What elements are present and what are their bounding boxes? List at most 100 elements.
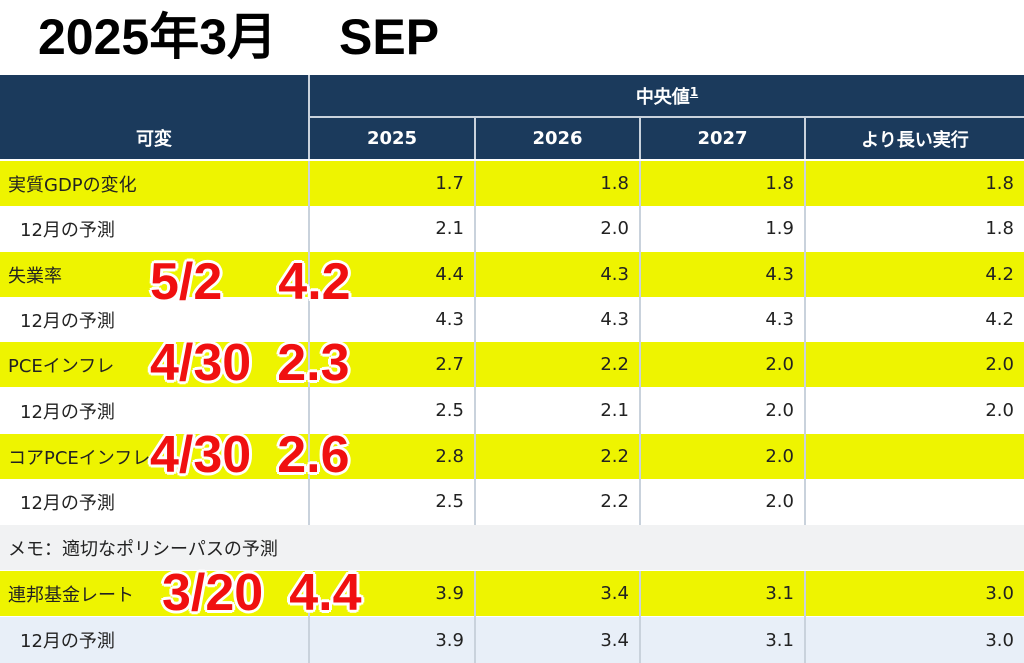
row-label: 12月の予測 — [20, 492, 115, 514]
cell-2025: 2.5 — [435, 400, 464, 421]
header-year-label: より長い実行 — [861, 129, 969, 151]
cell-2025: 2.5 — [435, 491, 464, 512]
cell-2027: 2.0 — [765, 400, 794, 421]
cell-longer-run: 4.2 — [985, 309, 1014, 330]
cell-2027: 4.3 — [765, 309, 794, 330]
table-row: 12月の予測 2.5 2.1 2.0 2.0 — [0, 388, 1024, 433]
header-median-label: 中央値 — [635, 86, 690, 108]
row-label: 連邦基金レート — [8, 584, 134, 606]
cell-2027: 2.0 — [765, 354, 794, 375]
header-vline — [804, 118, 806, 159]
column-divider — [804, 161, 806, 525]
row-label: 12月の予測 — [20, 219, 115, 241]
cell-2025: 1.7 — [435, 173, 464, 194]
table-row: 12月の予測 4.3 4.3 4.3 4.2 — [0, 297, 1024, 342]
table-row: 12月の予測 3.9 3.4 3.1 3.0 — [0, 617, 1024, 663]
column-divider — [804, 571, 806, 663]
cell-2026: 4.3 — [600, 264, 629, 285]
table-row: 実質GDPの変化 1.7 1.8 1.8 1.8 — [0, 161, 1024, 206]
annotation-value: 2.3 — [277, 334, 350, 392]
title-date: 2025年3月 — [38, 9, 278, 65]
cell-2026: 3.4 — [600, 583, 629, 604]
row-label: PCEインフレ — [8, 355, 115, 377]
column-divider — [474, 571, 476, 663]
header-variable: 可変 — [0, 75, 308, 159]
memo-row: メモ：適切なポリシーパスの予測 — [0, 525, 1024, 570]
annotation-value: 2.6 — [277, 426, 350, 484]
column-divider — [639, 161, 641, 525]
cell-2027: 1.8 — [765, 173, 794, 194]
table-row: 12月の予測 2.1 2.0 1.9 1.8 — [0, 206, 1024, 251]
header-vline — [474, 118, 476, 159]
header-vline — [639, 118, 641, 159]
annotation-date: 4/30 — [150, 426, 252, 484]
cell-longer-run: 4.2 — [985, 264, 1014, 285]
header-longer-run: より長い実行 — [806, 118, 1024, 159]
annotation-date: 3/20 — [162, 564, 264, 622]
cell-2027: 1.9 — [765, 218, 794, 239]
header-year-label: 2027 — [697, 128, 748, 149]
table-row: コアPCEインフレ 2.8 2.2 2.0 — [0, 434, 1024, 479]
header-median-footnote[interactable]: 1 — [689, 84, 699, 99]
annotation-pce: 4/30 2.3 — [150, 335, 350, 391]
cell-longer-run: 1.8 — [985, 173, 1014, 194]
column-divider — [308, 161, 310, 525]
table-row: 失業率 4.4 4.3 4.3 4.2 — [0, 252, 1024, 297]
header-year-label: 2025 — [366, 128, 418, 149]
memo-label: メモ：適切なポリシーパスの予測 — [8, 538, 278, 560]
header-median: 中央値 1 — [310, 75, 1024, 116]
column-divider — [474, 161, 476, 525]
row-label: コアPCEインフレ — [8, 447, 151, 469]
cell-2025: 3.9 — [435, 629, 464, 651]
cell-2026: 2.0 — [600, 218, 629, 239]
header-year-2025: 2025 — [310, 118, 474, 159]
cell-2025: 2.1 — [435, 218, 464, 239]
cell-longer-run — [806, 479, 1024, 524]
annotation-value: 4.4 — [289, 564, 362, 622]
annotation-fed-funds: 3/20 4.4 — [162, 565, 362, 621]
cell-longer-run: 1.8 — [985, 218, 1014, 239]
cell-2027: 3.1 — [765, 583, 794, 604]
row-label: 12月の予測 — [20, 401, 115, 423]
row-label: 12月の予測 — [20, 310, 115, 332]
title-sep: SEP — [339, 9, 440, 65]
cell-2026: 3.4 — [600, 629, 629, 651]
cell-2027: 2.0 — [765, 491, 794, 512]
row-label: 失業率 — [8, 265, 62, 287]
header-variable-label: 可変 — [136, 129, 172, 150]
cell-2026: 1.8 — [600, 173, 629, 194]
header-divider — [310, 116, 1024, 118]
table-row: 連邦基金レート 3.9 3.4 3.1 3.0 — [0, 571, 1024, 616]
header-year-label: 2026 — [532, 128, 583, 149]
annotation-date: 5/2 — [150, 253, 223, 311]
cell-longer-run: 3.0 — [985, 629, 1014, 651]
header-vline — [308, 75, 310, 159]
cell-longer-run: 2.0 — [985, 354, 1014, 375]
cell-2026: 2.1 — [600, 400, 629, 421]
page-title: 2025年3月 SEP — [38, 4, 439, 70]
cell-2026: 2.2 — [600, 354, 629, 375]
cell-2027: 2.0 — [765, 446, 794, 467]
cell-2026: 2.2 — [600, 491, 629, 512]
cell-2025: 2.8 — [435, 446, 464, 467]
annotation-core-pce: 4/30 2.6 — [150, 427, 350, 483]
annotation-date: 4/30 — [150, 334, 252, 392]
table-row: PCEインフレ 2.7 2.2 2.0 2.0 — [0, 342, 1024, 387]
cell-longer-run: 2.0 — [985, 400, 1014, 421]
cell-2025: 4.4 — [435, 264, 464, 285]
cell-2025: 2.7 — [435, 354, 464, 375]
cell-2026: 2.2 — [600, 446, 629, 467]
annotation-unemployment: 5/2 4.2 — [150, 254, 351, 310]
cell-longer-run: 3.0 — [985, 583, 1014, 604]
column-divider — [308, 571, 310, 663]
cell-2025: 4.3 — [435, 309, 464, 330]
annotation-value: 4.2 — [278, 253, 351, 311]
row-label: 12月の予測 — [20, 631, 115, 652]
row-label: 実質GDPの変化 — [8, 174, 137, 196]
table-row: 12月の予測 2.5 2.2 2.0 — [0, 479, 1024, 524]
cell-2027: 4.3 — [765, 264, 794, 285]
column-divider — [639, 571, 641, 663]
cell-2025: 3.9 — [435, 583, 464, 604]
cell-2026: 4.3 — [600, 309, 629, 330]
header-year-2027: 2027 — [641, 118, 804, 159]
